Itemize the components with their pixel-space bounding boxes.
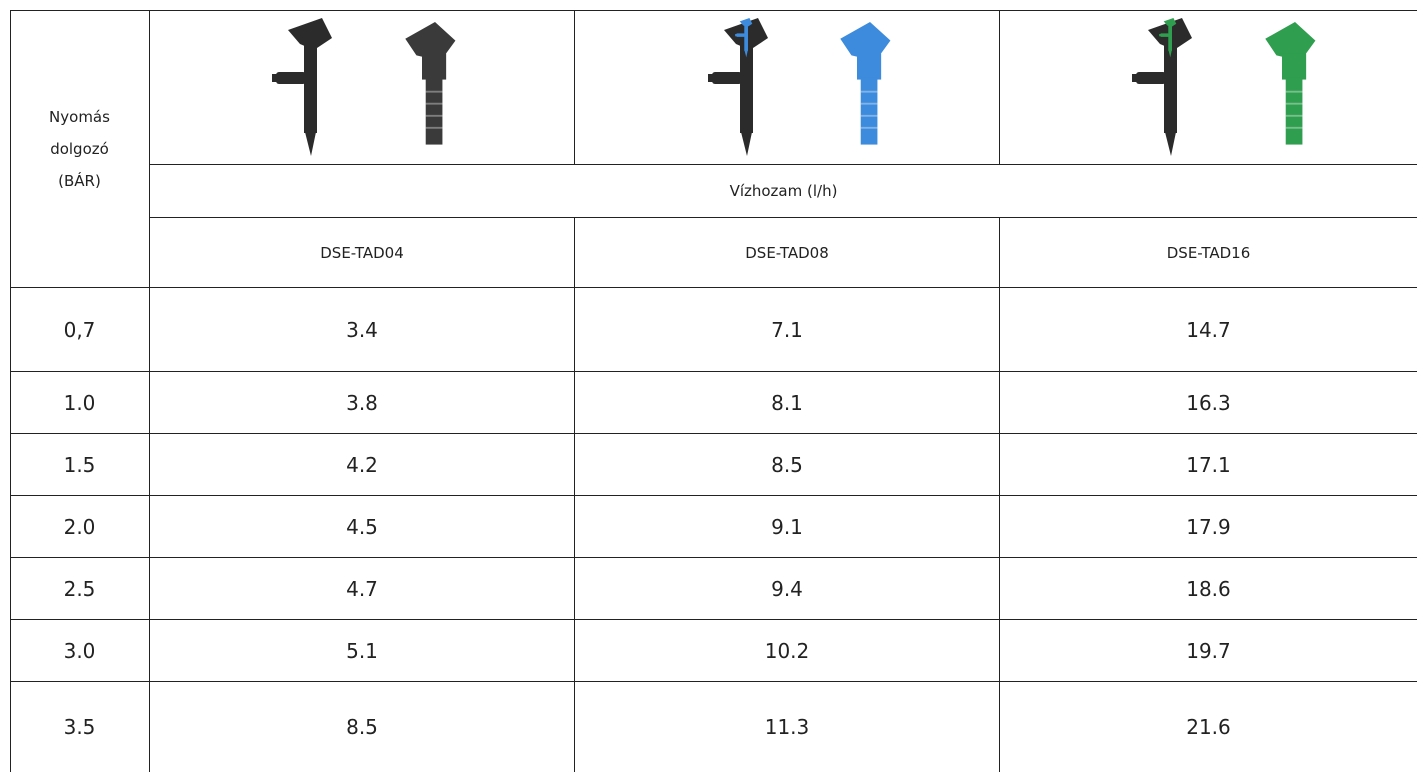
flow-cell: 16.3 xyxy=(1000,372,1417,434)
flow-cell: 21.6 xyxy=(1000,682,1417,772)
pressure-cell-text: 2.0 xyxy=(63,514,96,539)
flow-cell: 8.5 xyxy=(150,682,575,772)
image-cell xyxy=(150,10,575,165)
flow-cell-text: 5.1 xyxy=(346,638,378,663)
model-header-text: DSE-TAD16 xyxy=(1166,243,1251,262)
sprinkler-image xyxy=(708,18,768,156)
model-header: DSE-TAD08 xyxy=(575,218,1000,288)
model-header: DSE-TAD04 xyxy=(150,218,575,288)
flow-cell: 8.1 xyxy=(575,372,1000,434)
sprinkler-image xyxy=(1264,22,1317,146)
image-cell xyxy=(575,10,1000,165)
sprinkler-image xyxy=(404,22,457,146)
sprinkler-image xyxy=(272,18,332,156)
product-images xyxy=(272,18,1317,156)
flow-cell: 7.1 xyxy=(575,288,1000,372)
flow-cell-text: 18.6 xyxy=(1186,576,1231,601)
flow-cell: 11.3 xyxy=(575,682,1000,772)
flow-cell-text: 8.5 xyxy=(346,715,378,739)
flow-cell-text: 9.1 xyxy=(771,514,803,539)
flow-cell-text: 7.1 xyxy=(771,317,803,342)
flow-cell-text: 3.4 xyxy=(346,317,378,342)
flow-cell: 4.2 xyxy=(150,434,575,496)
pressure-cell-text: 1.5 xyxy=(63,452,96,477)
flow-cell-text: 11.3 xyxy=(764,715,810,739)
flow-cell: 14.7 xyxy=(1000,288,1417,372)
flow-cell: 17.1 xyxy=(1000,434,1417,496)
flow-cell-text: 4.5 xyxy=(346,514,378,539)
flow-cell-text: 17.9 xyxy=(1186,514,1231,539)
flow-cell: 19.7 xyxy=(1000,620,1417,682)
image-cell xyxy=(1000,10,1417,165)
flow-cell-text: 19.7 xyxy=(1186,638,1231,663)
sprinkler-image xyxy=(839,22,892,146)
pressure-cell: 3.5 xyxy=(10,682,150,772)
flow-cell: 18.6 xyxy=(1000,558,1417,620)
flow-cell-text: 21.6 xyxy=(1186,715,1231,739)
flow-cell-text: 17.1 xyxy=(1186,452,1231,477)
flow-cell: 4.5 xyxy=(150,496,575,558)
flow-cell: 8.5 xyxy=(575,434,1000,496)
flow-cell-text: 3.8 xyxy=(346,390,378,415)
flow-cell: 17.9 xyxy=(1000,496,1417,558)
model-header-text: DSE-TAD04 xyxy=(320,243,404,262)
flow-cell: 5.1 xyxy=(150,620,575,682)
flow-cell: 3.8 xyxy=(150,372,575,434)
pressure-cell-text: 1.0 xyxy=(63,390,96,415)
corner-header: Nyomás dolgozó (BÁR) xyxy=(10,10,150,288)
model-header: DSE-TAD16 xyxy=(1000,218,1417,288)
pressure-cell-text: 3.0 xyxy=(63,638,96,663)
flow-cell: 10.2 xyxy=(575,620,1000,682)
flow-cell-text: 14.7 xyxy=(1186,317,1231,342)
table-frame xyxy=(10,10,1417,772)
pressure-cell: 1.5 xyxy=(10,434,150,496)
flow-cell-text: 8.1 xyxy=(771,390,803,415)
pressure-cell-text: 3.5 xyxy=(63,715,96,739)
pressure-cell: 0,7 xyxy=(10,288,150,372)
flow-cell: 3.4 xyxy=(150,288,575,372)
flow-cell: 9.1 xyxy=(575,496,1000,558)
flow-cell-text: 4.2 xyxy=(346,452,378,477)
sprinkler-image xyxy=(1132,18,1192,156)
flow-cell-text: 4.7 xyxy=(346,576,378,601)
pressure-cell: 2.5 xyxy=(10,558,150,620)
flow-cell-text: 9.4 xyxy=(771,576,803,601)
flow-header-text: Vízhozam (l/h) xyxy=(729,182,838,200)
flow-cell-text: 10.2 xyxy=(764,638,810,663)
pressure-cell: 1.0 xyxy=(10,372,150,434)
model-header-text: DSE-TAD08 xyxy=(745,243,829,262)
flow-cell-text: 8.5 xyxy=(771,452,803,477)
flow-header: Vízhozam (l/h) xyxy=(150,165,1417,218)
pressure-cell-text: 0,7 xyxy=(63,317,96,342)
flow-cell: 4.7 xyxy=(150,558,575,620)
pressure-cell: 3.0 xyxy=(10,620,150,682)
flow-cell-text: 16.3 xyxy=(1186,390,1231,415)
flow-cell: 9.4 xyxy=(575,558,1000,620)
corner-header-text: Nyomás dolgozó (BÁR) xyxy=(49,107,110,190)
pressure-cell-text: 2.5 xyxy=(63,576,96,601)
pressure-cell: 2.0 xyxy=(10,496,150,558)
